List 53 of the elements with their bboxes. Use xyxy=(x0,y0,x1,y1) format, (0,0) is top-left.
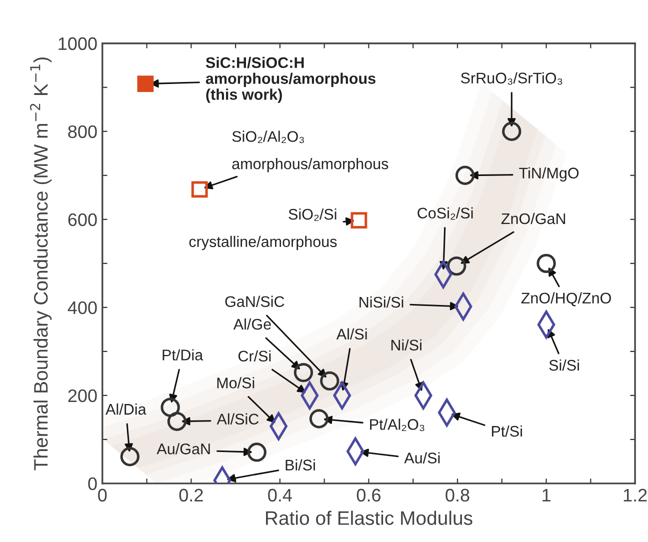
point xyxy=(137,76,154,92)
annotation: Al/Si xyxy=(336,328,367,340)
x-tick-label: 1 xyxy=(542,488,550,502)
x-tick-label: 0.2 xyxy=(179,488,203,502)
point xyxy=(350,212,368,228)
y-tick-label: 0 xyxy=(88,477,97,490)
y-tick-label: 600 xyxy=(68,213,97,226)
annotation: TiN/MgO xyxy=(519,167,579,182)
annotation: Si/Si xyxy=(549,359,579,371)
x-tick-label: 0.8 xyxy=(446,488,470,502)
annotation: ZnO/GaN xyxy=(501,212,566,224)
annotation: SiO₂/Si crystalline/amorphous xyxy=(189,208,337,250)
point xyxy=(320,371,340,391)
annotation: SiC:H/SiOC:H amorphous/amorphous (this work) xyxy=(206,56,376,103)
y-tick-label: 800 xyxy=(68,125,97,138)
x-axis-title: Ratio of Elastic Modulus xyxy=(266,510,472,525)
annotation: Au/GaN xyxy=(156,443,210,454)
point xyxy=(160,398,180,417)
annotation: ZnO/HQ/ZnO xyxy=(521,292,611,306)
point xyxy=(455,166,475,185)
annotation: Pt/Dia xyxy=(162,349,204,360)
annotation: Cr/Si xyxy=(238,350,271,362)
x-tick-label: 0.6 xyxy=(356,488,380,502)
x-tick-label: 0 xyxy=(98,488,107,502)
point xyxy=(294,362,314,382)
annotation: SiO₂/Al₂O₃ amorphous/amorphous xyxy=(232,130,388,172)
point xyxy=(120,447,140,466)
annotation: Bi/Si xyxy=(286,459,315,470)
y-tick-label: 200 xyxy=(68,389,97,402)
point xyxy=(191,181,208,198)
annotation: Al/Ge xyxy=(233,318,271,330)
x-tick-label: 1.2 xyxy=(624,488,647,502)
point xyxy=(536,254,556,273)
annotation: Al/SiC xyxy=(216,413,259,425)
annotation: Au/Si xyxy=(404,452,440,464)
annotation: Pt/Al₂O₃ xyxy=(370,418,424,432)
annotation: NiSi/Si xyxy=(360,296,404,308)
annotation: Al/Dia xyxy=(106,403,146,415)
annotation: CoSi₂/Si xyxy=(418,207,473,220)
y-axis-title: Thermal Boundary Conductance (MW m$^{−2}$ K$^{−1}$) xyxy=(30,58,52,470)
point xyxy=(447,256,466,276)
annotation: SrRuO₃/SrTiO₃ xyxy=(460,72,562,85)
y-tick-label: 400 xyxy=(68,301,97,314)
annotation: GaN/SiC xyxy=(225,296,284,308)
point xyxy=(309,409,329,428)
annotation: Ni/Si xyxy=(391,339,422,351)
point xyxy=(502,122,522,141)
annotation: Pt/Si xyxy=(492,425,522,437)
annotation: Mo/Si xyxy=(217,377,254,388)
x-tick-label: 0.4 xyxy=(268,488,292,502)
point xyxy=(167,412,187,431)
y-tick-label: 1000 xyxy=(58,37,97,50)
point xyxy=(247,442,266,462)
